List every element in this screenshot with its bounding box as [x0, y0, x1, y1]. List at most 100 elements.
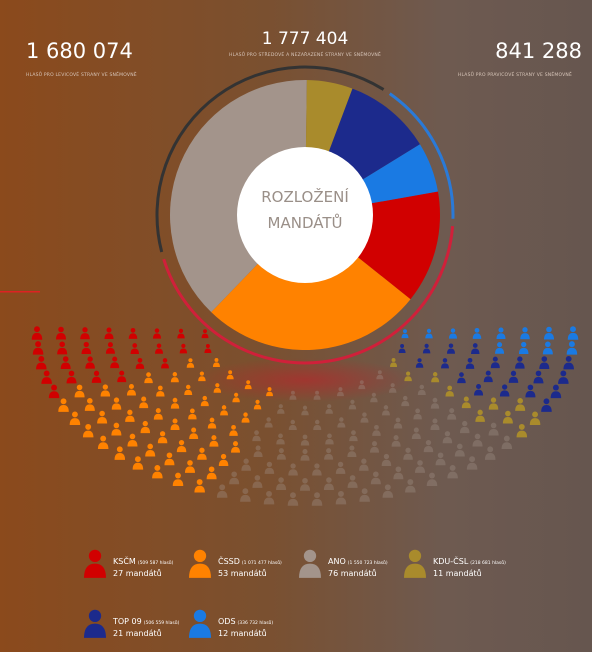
person-head — [219, 484, 226, 491]
person-body — [84, 623, 106, 638]
seat — [130, 343, 140, 355]
person-head — [456, 443, 463, 450]
person-head — [214, 358, 219, 362]
person-head — [502, 384, 508, 390]
person-body — [446, 348, 455, 354]
seat — [276, 448, 286, 460]
person-head — [59, 341, 65, 348]
person-body — [300, 454, 310, 461]
person-body — [36, 362, 47, 370]
seat — [311, 492, 323, 506]
seat — [276, 433, 285, 445]
bloc-ring — [155, 65, 385, 253]
person-body — [97, 442, 109, 450]
person-body — [461, 402, 471, 409]
seat — [411, 427, 421, 440]
seat — [252, 475, 263, 488]
person-head — [314, 492, 320, 499]
person-head — [71, 411, 78, 418]
pie-slice — [169, 80, 307, 313]
legend-seats: 53 mandátů — [218, 568, 267, 578]
person-body — [172, 479, 184, 487]
seat — [440, 358, 449, 369]
person-body — [252, 435, 261, 442]
seat — [97, 435, 109, 450]
person-body — [104, 333, 114, 340]
person-body — [401, 400, 410, 407]
person-body — [465, 363, 475, 369]
person-head — [220, 453, 227, 460]
person-body — [140, 426, 151, 434]
person-head — [448, 343, 454, 348]
seat — [465, 357, 475, 369]
legend-icon — [189, 549, 211, 578]
person-head — [417, 460, 423, 466]
person-body — [266, 391, 274, 397]
person-head — [185, 384, 191, 390]
seat — [495, 342, 505, 354]
person-head — [154, 328, 160, 333]
person-body — [213, 387, 222, 393]
person-head — [408, 549, 422, 563]
person-body — [153, 333, 161, 339]
person-head — [498, 327, 504, 333]
seat — [253, 445, 263, 458]
person-head — [326, 477, 332, 483]
seat — [323, 477, 334, 491]
seat — [347, 475, 358, 488]
person-head — [228, 370, 233, 375]
person-body — [57, 347, 68, 355]
person-head — [403, 329, 407, 334]
person-head — [371, 441, 378, 447]
total-left-label: HLASŮ PRO LEVICOVÉ STRANY VE SNĚMOVNĚ — [26, 70, 137, 78]
seat — [435, 452, 446, 466]
person-body — [276, 483, 287, 491]
legend-votes: (509 587 hlasů) — [138, 559, 174, 566]
person-body — [197, 453, 207, 460]
legend-name: KDU-ČSL (218 681 hlasů) — [433, 555, 506, 566]
person-head — [546, 326, 552, 333]
person-head — [83, 341, 89, 348]
seat — [57, 341, 68, 355]
person-body — [393, 423, 403, 429]
person-head — [338, 387, 343, 392]
person-body — [430, 424, 440, 431]
person-body — [176, 445, 187, 453]
person-body — [325, 408, 333, 414]
person-head — [132, 343, 138, 348]
person-head — [254, 475, 261, 481]
person-body — [411, 433, 421, 440]
seat — [483, 370, 493, 383]
seat — [197, 447, 207, 460]
seat — [170, 372, 179, 383]
person-body — [496, 333, 506, 340]
seat — [184, 384, 193, 395]
person-body — [422, 348, 431, 354]
person-head — [162, 358, 168, 363]
person-head — [359, 380, 364, 385]
seat — [126, 384, 136, 396]
person-head — [99, 410, 105, 417]
person-head — [476, 384, 482, 390]
person-body — [349, 435, 358, 442]
seat — [488, 397, 499, 410]
person-body — [145, 449, 156, 457]
person-head — [87, 356, 93, 362]
person-head — [339, 417, 344, 422]
person-head — [113, 397, 120, 403]
person-body — [263, 497, 275, 505]
person-head — [351, 430, 356, 436]
seat — [347, 445, 357, 458]
person-body — [488, 428, 499, 436]
person-head — [290, 492, 296, 499]
person-head — [395, 466, 402, 473]
legend-name: ČSSD (1 071 477 hlasů) — [218, 555, 282, 566]
person-head — [189, 408, 195, 414]
person-body — [232, 397, 240, 403]
person-head — [463, 396, 469, 402]
person-head — [447, 385, 453, 391]
total-center-label: HLASŮ PRO STŘEDOVÉ A NEZAŘAZENÉ STRANY V… — [229, 50, 381, 58]
person-body — [58, 404, 69, 412]
person-head — [221, 405, 227, 410]
seat — [252, 430, 261, 442]
